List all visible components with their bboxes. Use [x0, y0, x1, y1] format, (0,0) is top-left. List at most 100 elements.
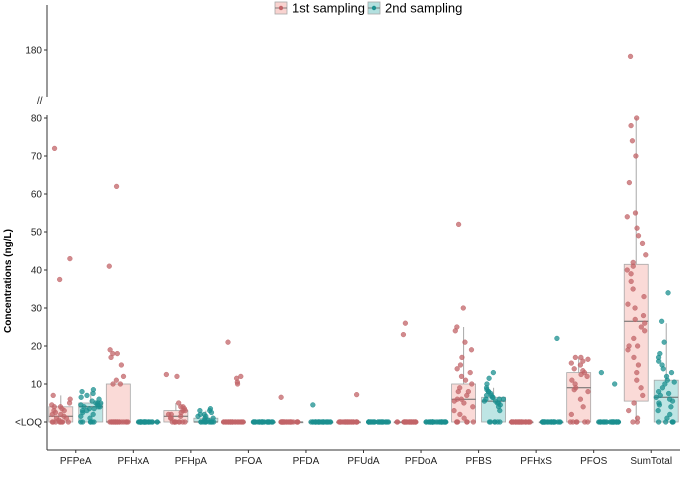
data-point: [457, 362, 464, 368]
data-point: [643, 252, 649, 258]
data-point: [659, 362, 665, 368]
data-point: [438, 419, 444, 425]
data-point: [197, 408, 203, 414]
data-point: [634, 377, 640, 383]
data-point: [659, 318, 665, 324]
data-point: [614, 419, 620, 425]
data-point: [366, 419, 372, 425]
point-series-group: [49, 53, 677, 425]
data-point: [577, 362, 583, 368]
data-point: [113, 183, 120, 190]
data-point: [454, 396, 460, 402]
data-point: [238, 373, 244, 380]
data-point: [669, 419, 675, 425]
data-point: [580, 368, 586, 374]
data-point: [172, 419, 178, 425]
data-point: [168, 411, 174, 418]
y-tick-label: 40: [31, 266, 43, 277]
data-point: [569, 377, 575, 383]
y-tick-label: 30: [31, 304, 43, 315]
data-point: [286, 419, 292, 425]
data-point: [78, 419, 84, 425]
data-point: [668, 404, 674, 410]
x-tick-label: SumTotal: [630, 456, 672, 467]
data-point: [568, 360, 574, 366]
data-point: [458, 373, 465, 380]
data-point: [671, 379, 677, 385]
data-point: [383, 419, 389, 425]
data-point: [640, 392, 646, 399]
data-point: [154, 419, 160, 425]
data-point: [58, 411, 64, 418]
data-point: [308, 419, 314, 425]
y-tick-label: 60: [31, 190, 43, 201]
data-point: [78, 394, 84, 400]
data-point: [572, 381, 578, 387]
data-point: [577, 396, 584, 402]
data-point: [264, 419, 270, 425]
data-point: [571, 366, 577, 372]
data-point: [67, 396, 73, 402]
data-point: [461, 415, 467, 421]
x-tick-label: PFOA: [235, 456, 263, 467]
data-point: [78, 402, 84, 408]
data-point: [635, 362, 642, 368]
y-tick-label: 20: [31, 342, 43, 353]
data-point: [630, 419, 636, 425]
data-point: [598, 370, 604, 376]
data-point: [661, 339, 667, 345]
data-point: [180, 419, 186, 425]
x-tick-label: PFHpA: [175, 456, 208, 467]
data-point: [402, 419, 408, 425]
data-point: [657, 351, 663, 357]
data-point: [668, 370, 675, 376]
data-point: [461, 400, 467, 406]
data-point: [110, 381, 116, 387]
data-point: [87, 415, 93, 421]
data-point: [656, 389, 662, 395]
data-point: [268, 419, 275, 425]
data-point: [631, 354, 637, 361]
data-point: [638, 324, 644, 330]
data-point: [379, 419, 385, 425]
y-tick-label: 80: [31, 114, 43, 125]
legend-label: 1st sampling: [292, 1, 365, 16]
data-point: [467, 370, 473, 376]
legend-item-first: 1st sampling: [274, 1, 365, 16]
data-point: [278, 394, 284, 400]
data-point: [490, 370, 496, 376]
data-point: [655, 408, 661, 414]
data-point: [635, 233, 642, 239]
data-point: [454, 366, 460, 372]
legend-swatch-point: [278, 5, 284, 11]
data-point: [628, 271, 634, 277]
data-point: [465, 389, 471, 395]
x-axis: PFPeA PFHxA PFHpA PFOA PFDA PFUdA PFDoA PFBS PFH…: [47, 449, 680, 467]
data-point: [551, 419, 557, 425]
y-tick-label: 10: [31, 380, 43, 391]
data-point: [470, 404, 476, 410]
data-point: [632, 305, 638, 311]
data-point: [626, 180, 632, 186]
data-point: [630, 259, 636, 266]
data-point: [642, 320, 648, 326]
data-point: [462, 377, 469, 383]
data-point: [120, 373, 127, 380]
data-point: [600, 419, 606, 425]
data-point: [667, 411, 673, 418]
data-point: [628, 122, 634, 129]
data-point: [107, 347, 113, 353]
data-point: [106, 263, 112, 269]
legend: 1st sampling 2nd sampling: [274, 1, 462, 16]
data-point: [174, 373, 180, 380]
data-point: [427, 419, 433, 425]
data-point: [79, 389, 85, 395]
data-point: [223, 419, 230, 425]
data-point: [117, 381, 123, 387]
data-point: [642, 328, 648, 334]
data-point: [258, 419, 264, 425]
data-point: [634, 370, 640, 376]
data-point: [86, 406, 93, 412]
data-point: [89, 398, 95, 404]
